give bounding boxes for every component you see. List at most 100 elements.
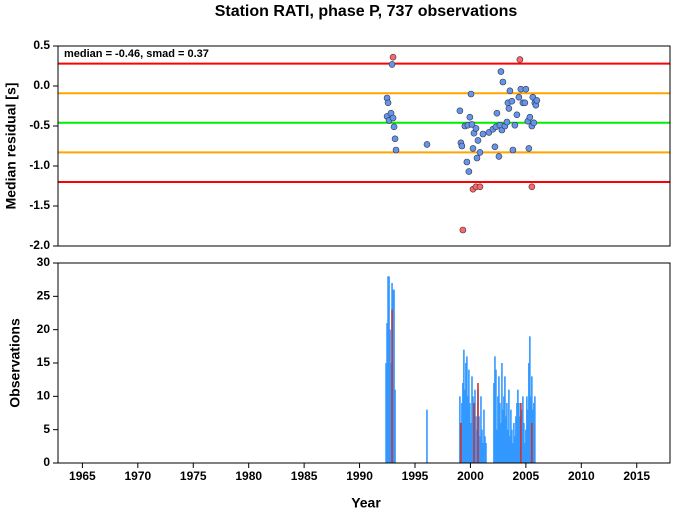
bar — [391, 309, 393, 463]
bar — [514, 436, 516, 463]
bar — [509, 436, 511, 463]
bar — [478, 416, 480, 463]
bar — [506, 403, 508, 463]
point — [511, 121, 519, 129]
bar — [515, 416, 517, 463]
point — [515, 93, 523, 101]
bar — [463, 349, 465, 463]
y-tick-label: 25 — [37, 289, 51, 303]
point — [390, 123, 398, 131]
bar — [386, 323, 388, 463]
bar — [461, 403, 463, 463]
bar — [479, 436, 481, 463]
bar — [468, 369, 470, 463]
bar — [385, 363, 387, 463]
point — [499, 78, 507, 86]
bar — [508, 389, 510, 463]
point — [467, 90, 475, 98]
bar — [517, 389, 519, 463]
x-tick-label: 1995 — [402, 469, 429, 483]
point — [525, 145, 533, 152]
annotation: median = -0.46, smad = 0.37 — [64, 48, 209, 60]
x-tick-label: 1970 — [124, 469, 151, 483]
point — [476, 149, 484, 156]
point — [505, 105, 513, 112]
point — [516, 56, 524, 63]
plot-frame — [57, 262, 671, 464]
bar — [519, 416, 521, 463]
bar — [495, 369, 497, 463]
point — [479, 130, 487, 138]
point — [468, 121, 476, 128]
point — [476, 183, 484, 191]
point — [522, 85, 530, 93]
bar — [470, 423, 472, 463]
x-tick-label: 1965 — [69, 469, 96, 483]
point — [474, 137, 482, 144]
point — [509, 146, 517, 154]
x-tick-label: 1975 — [180, 469, 207, 483]
bar — [505, 416, 507, 463]
point — [508, 97, 516, 105]
bar — [476, 429, 478, 463]
point — [491, 143, 499, 151]
bar — [533, 403, 535, 463]
bar — [481, 429, 483, 463]
bar — [520, 403, 522, 463]
x-tick-label: 1990 — [346, 469, 373, 483]
point — [526, 113, 534, 121]
x-tick-label: 2010 — [568, 469, 595, 483]
bar — [523, 423, 525, 463]
bar — [496, 429, 498, 463]
point — [493, 109, 501, 117]
bar — [471, 376, 473, 463]
bar — [530, 396, 532, 463]
bar — [460, 423, 462, 463]
y-tick-label: 20 — [37, 322, 51, 336]
bar — [512, 443, 514, 463]
point — [495, 153, 503, 160]
bar — [522, 396, 524, 463]
point — [466, 113, 474, 121]
bar — [528, 363, 530, 463]
bar — [532, 409, 534, 463]
bar — [482, 443, 484, 463]
bar — [527, 409, 529, 463]
y-tick-label: -1.5 — [29, 198, 50, 212]
bar — [469, 403, 471, 463]
point — [392, 146, 400, 154]
y-tick-label: 0 — [43, 455, 50, 469]
bar — [475, 416, 477, 463]
point — [463, 158, 471, 166]
point — [391, 135, 399, 143]
y-tick-label: 10 — [37, 389, 51, 403]
bar — [529, 336, 531, 463]
bar — [510, 409, 512, 463]
point — [469, 145, 477, 152]
bar — [503, 396, 505, 463]
bar — [525, 429, 527, 463]
bar — [500, 423, 502, 463]
x-tick-label: 1985 — [291, 469, 318, 483]
bar — [511, 429, 513, 463]
point — [384, 99, 392, 107]
y-tick-label: -0.5 — [29, 118, 50, 132]
y-tick-label: -2.0 — [29, 238, 50, 252]
bar — [484, 436, 486, 463]
bar — [502, 409, 504, 463]
bar — [483, 409, 485, 463]
chart-title: Station RATI, phase P, 737 observations — [215, 3, 518, 20]
bar — [480, 396, 482, 463]
bar — [518, 403, 520, 463]
bar — [390, 363, 392, 463]
point — [423, 141, 431, 148]
y-tick-label: 0.0 — [33, 78, 50, 92]
point — [465, 168, 473, 175]
bar — [516, 403, 518, 463]
bar — [472, 396, 474, 463]
y-tick-label: 5 — [43, 422, 50, 436]
bar — [501, 363, 503, 463]
point — [458, 142, 466, 150]
plot-frame — [57, 45, 671, 247]
